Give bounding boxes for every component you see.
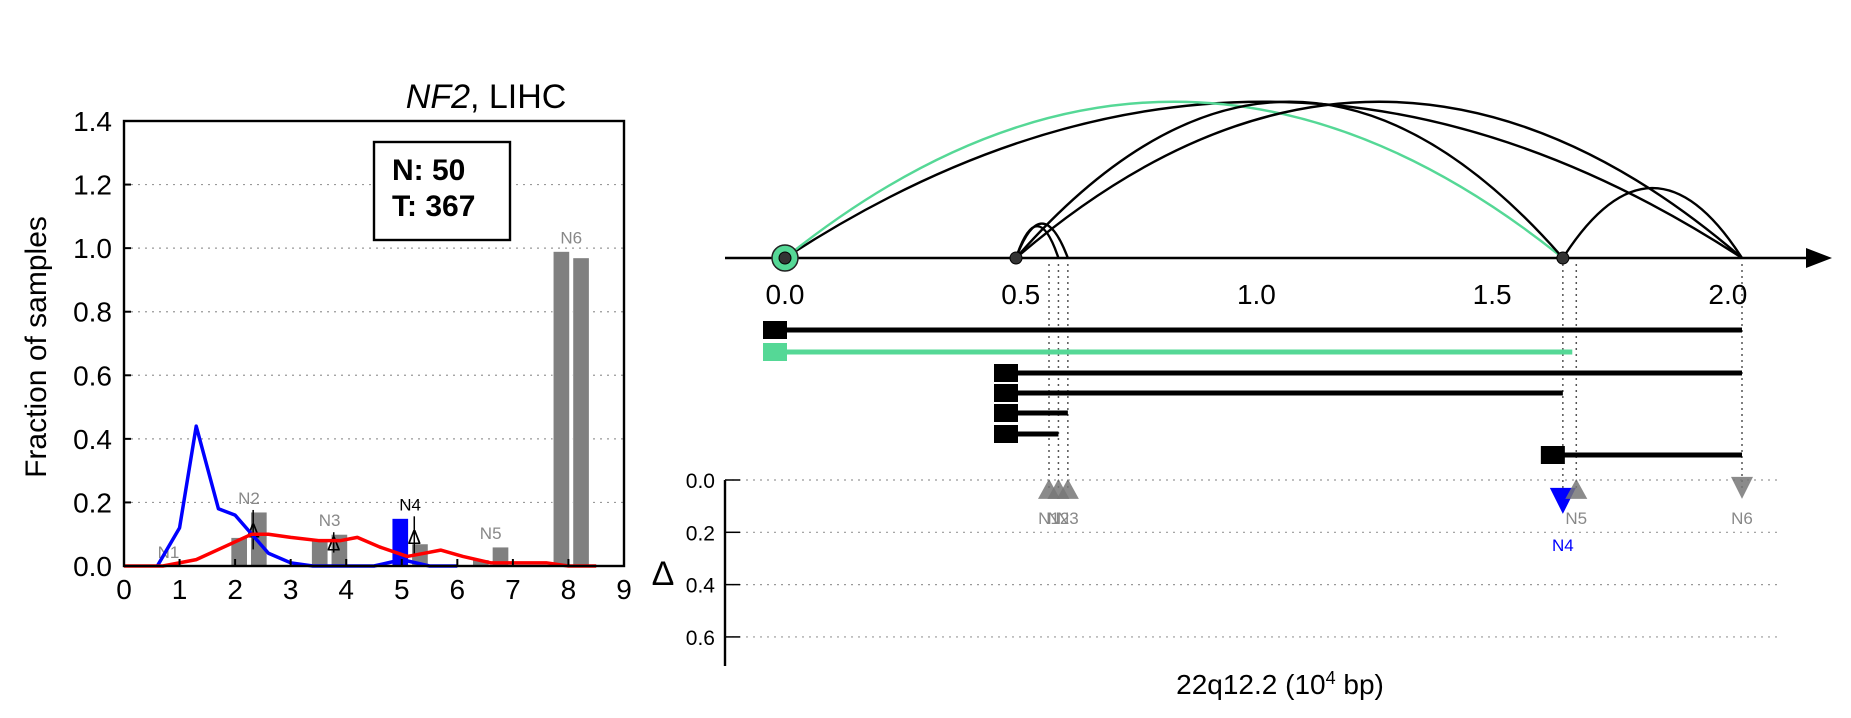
isoform-start-block — [763, 321, 787, 339]
title-cohort: , LIHC — [470, 78, 566, 116]
delta-label: N3 — [1057, 509, 1079, 528]
junction-node — [1556, 251, 1570, 265]
left-y-tick-label: 0.4 — [73, 424, 112, 455]
junction-arc — [1015, 100, 1743, 259]
delta-triangle — [1056, 478, 1079, 499]
junction-nodes — [771, 244, 1570, 272]
junction-arc — [1561, 187, 1744, 259]
isoform-start-block — [763, 343, 787, 361]
density-line — [155, 424, 458, 568]
isoform-tracks — [763, 321, 1742, 464]
left-x-tick-label: 9 — [616, 574, 632, 605]
tumor-bar — [572, 257, 590, 567]
left-y-axis-label: Fraction of samples — [20, 216, 53, 478]
group-label: N2 — [238, 489, 260, 508]
delta-triangle — [1565, 478, 1588, 499]
isoform-start-block — [994, 384, 1018, 402]
genome-x-tick-label: 1.0 — [1237, 279, 1276, 310]
delta-symbol: Δ — [327, 533, 340, 555]
left-y-tick-label: 1.0 — [73, 233, 112, 264]
left-x-tick-label: 5 — [394, 574, 410, 605]
left-x-tick-label: 2 — [227, 574, 243, 605]
left-x-tick-label: 6 — [450, 574, 466, 605]
genome-axis-ticks: 0.0 0.5 1.0 1.5 2.0 — [766, 279, 1748, 310]
junction-node — [778, 251, 792, 265]
junction-arc — [1014, 225, 1060, 259]
delta-triangle — [1731, 476, 1753, 499]
delta-tick-label: 0.4 — [686, 575, 716, 598]
delta-label: N1 — [1038, 509, 1060, 528]
genome-x-tick-label: 0.5 — [1001, 279, 1040, 310]
delta-label: N2 — [1048, 509, 1070, 528]
left-y-tick-label: 1.2 — [73, 170, 112, 201]
left-y-tick-label: 0.0 — [73, 551, 112, 582]
axis-arrowhead — [1806, 248, 1832, 268]
density-line — [124, 532, 597, 568]
left-x-tick-label: 7 — [505, 574, 521, 605]
genome-x-tick-label: 0.0 — [766, 279, 805, 310]
left-x-tick-label: 1 — [172, 574, 188, 605]
delta-tick-label: 0.2 — [686, 522, 715, 545]
delta-tick-label: 0.0 — [686, 470, 715, 493]
isoform-start-block — [1540, 446, 1565, 464]
left-y-tick-label: 0.8 — [73, 297, 112, 328]
delta-label: N4 — [1552, 536, 1574, 555]
legend-box: N: 50 T: 367 — [372, 140, 512, 242]
normal-bar — [310, 540, 329, 567]
group-label: N3 — [319, 511, 341, 530]
delta-tick-label: 0.6 — [686, 627, 715, 650]
delta-label: N6 — [1731, 509, 1753, 528]
left-x-tick-label: 4 — [338, 574, 354, 605]
left-y-tick-label: 0.2 — [73, 487, 112, 518]
junction-node — [1009, 251, 1023, 265]
junction-arc — [784, 100, 1564, 259]
delta-gridlines: 0.0 0.2 0.4 0.6 — [686, 470, 1780, 650]
left-y-tick-label: 1.4 — [73, 106, 112, 137]
group-label: N5 — [480, 524, 502, 543]
junction-arc — [1015, 100, 1564, 259]
left-plot-frame — [122, 119, 626, 568]
genome-x-tick-label: 2.0 — [1708, 279, 1747, 310]
isoform-start-block — [994, 364, 1018, 382]
group-label: N4 — [399, 495, 421, 514]
left-x-tick-label: 0 — [116, 574, 132, 605]
legend-frame — [372, 140, 512, 242]
left-x-tick-label: 8 — [561, 574, 577, 605]
junction-arcs — [784, 100, 1744, 260]
left-y-tick-label: 0.6 — [73, 360, 112, 391]
legend-tumor-count: T: 367 — [392, 190, 475, 223]
normal-bar — [552, 250, 571, 567]
title-gene: NF2 — [406, 78, 470, 116]
junction-arc — [784, 100, 1743, 260]
genome-x-tick-label: 1.5 — [1473, 279, 1512, 310]
group-label: N6 — [560, 228, 582, 247]
isoform-start-block — [994, 404, 1018, 422]
legend-normal-count: N: 50 — [392, 154, 465, 187]
isoform-start-block — [994, 425, 1018, 443]
left-x-tick-label: 3 — [283, 574, 299, 605]
delta-symbol: Δ — [408, 527, 421, 549]
right-x-axis-label: 22q12.2 (104 bp) — [1176, 668, 1384, 700]
delta-axis-label: Δ — [652, 555, 675, 593]
left-density-lines — [124, 424, 597, 568]
left-axis-ticks: 0.0 0.2 0.4 0.6 0.8 1.0 1.2 1.4 0 1 2 3 4 5 6 7 8 9 — [73, 106, 632, 605]
node-guides — [1048, 264, 1743, 501]
delta-label: N5 — [1565, 509, 1587, 528]
